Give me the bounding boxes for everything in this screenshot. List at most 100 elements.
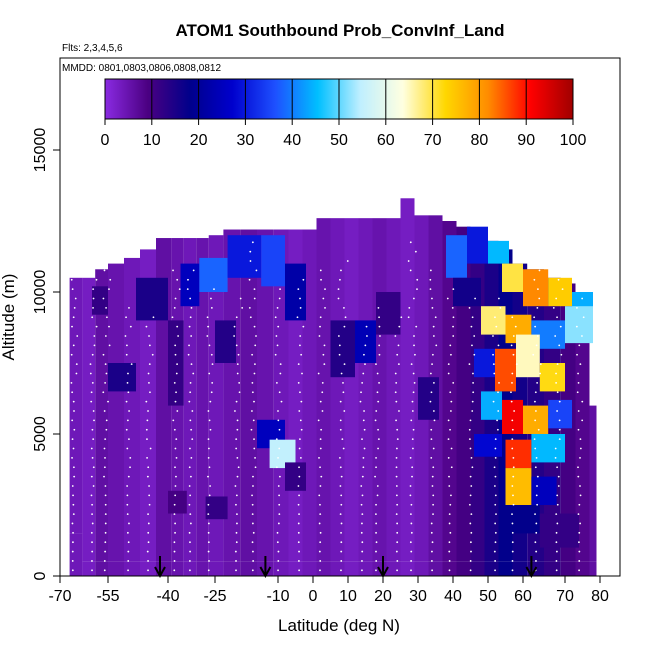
track-dot [494, 522, 497, 525]
track-dot [582, 260, 584, 262]
track-dot [251, 569, 254, 572]
heatmap-column [442, 221, 457, 562]
track-dot [510, 344, 513, 347]
track-dot [251, 541, 254, 544]
track-dot [251, 381, 254, 384]
track-dot [148, 344, 151, 347]
heatmap-cell [171, 561, 184, 576]
track-dot [188, 531, 191, 534]
track-dot [469, 475, 472, 478]
track-dot [234, 410, 236, 412]
track-dot [103, 560, 106, 562]
track-dot [340, 522, 343, 525]
track-dot [365, 325, 368, 328]
heatmap-cell [223, 561, 241, 576]
track-dot [581, 335, 583, 337]
track-dot [395, 550, 398, 553]
track-dot [298, 550, 300, 553]
track-dot [360, 531, 363, 534]
track-dot [363, 353, 365, 356]
heatmap-patch [168, 320, 184, 406]
track-dot [378, 344, 381, 347]
track-dot [126, 344, 128, 347]
track-dot [511, 485, 514, 487]
track-dot [468, 363, 471, 366]
track-dot [510, 391, 512, 394]
track-dot [511, 372, 514, 375]
chart-title: ATOM1 Southbound Prob_ConvInf_Land [176, 21, 505, 40]
track-dot [452, 316, 455, 319]
track-dot [297, 503, 300, 506]
heatmap-column [183, 238, 197, 562]
track-dot [473, 353, 476, 356]
track-dot [299, 391, 301, 394]
track-dot [493, 466, 496, 469]
track-dot [584, 250, 586, 253]
track-dot [340, 531, 342, 534]
track-dot [412, 428, 415, 431]
track-dot [450, 410, 452, 412]
track-dot [376, 391, 379, 394]
track-dot [395, 485, 398, 487]
track-dot [450, 466, 453, 469]
colorbar-tick-label: 60 [377, 132, 395, 149]
track-dot [416, 278, 419, 281]
track-dot [92, 307, 94, 309]
track-dot [109, 278, 112, 281]
track-dot [278, 391, 281, 394]
track-dot [497, 391, 499, 394]
heatmap-cell [302, 561, 317, 576]
track-dot [91, 316, 94, 319]
heatmap-cell [498, 561, 513, 576]
track-dot [535, 456, 538, 459]
track-dot [235, 503, 237, 506]
track-dot [211, 381, 214, 384]
heatmap-patch [539, 513, 579, 548]
track-dot [512, 335, 515, 337]
track-dot [253, 372, 256, 375]
track-dot [108, 344, 111, 347]
track-dot [579, 522, 582, 525]
track-dot [324, 288, 326, 291]
heatmap-patch [261, 235, 285, 287]
track-dot [103, 269, 106, 272]
heatmap-patch [446, 235, 467, 278]
track-dot [407, 260, 410, 262]
track-dot [71, 456, 73, 459]
track-dot [534, 466, 537, 469]
track-dot [451, 307, 454, 309]
track-dot [278, 447, 281, 450]
x-tick-label: -10 [266, 588, 289, 605]
track-dot [429, 400, 432, 403]
track-dot [435, 344, 438, 347]
track-dot [145, 400, 148, 403]
track-dot [319, 316, 322, 319]
track-dot [511, 316, 514, 319]
track-dot [189, 391, 192, 394]
track-dot [174, 466, 176, 469]
track-dot [361, 494, 364, 497]
track-dot [556, 363, 559, 366]
track-dot [469, 522, 472, 525]
track-dot [251, 522, 254, 525]
track-dot [237, 466, 240, 469]
track-dot [175, 438, 178, 441]
track-dot [209, 400, 212, 403]
track-dot [340, 494, 343, 497]
x-tick-label: -40 [156, 588, 179, 605]
colorbar-tick-label: 100 [560, 132, 587, 149]
track-dot [130, 363, 133, 366]
track-dot [278, 475, 281, 478]
track-dot [296, 316, 299, 319]
track-dot [177, 335, 180, 337]
colorbar-tick-label: 0 [101, 132, 110, 149]
heatmap-column [82, 277, 96, 562]
track-dot [104, 522, 107, 525]
track-dot [90, 250, 93, 253]
track-dot [534, 419, 537, 422]
track-dot [511, 560, 514, 562]
track-dot [396, 569, 398, 572]
track-dot [70, 278, 73, 281]
track-dot [432, 513, 434, 515]
track-dot [318, 456, 320, 459]
